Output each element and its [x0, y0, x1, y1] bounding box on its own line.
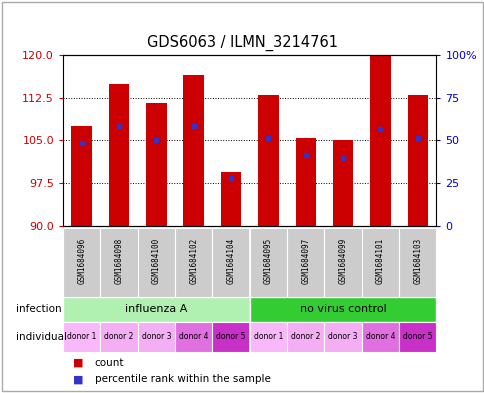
Text: GSM1684101: GSM1684101: [375, 238, 384, 284]
Bar: [100, 322, 137, 352]
Bar: [361, 228, 398, 297]
Text: donor 1: donor 1: [67, 332, 96, 342]
Text: GSM1684103: GSM1684103: [412, 238, 422, 284]
Bar: [220, 172, 241, 226]
Text: donor 4: donor 4: [365, 332, 394, 342]
Bar: [63, 228, 100, 297]
Bar: [71, 126, 92, 226]
Bar: [100, 228, 137, 297]
Bar: [249, 297, 436, 322]
Bar: [175, 228, 212, 297]
Text: infection: infection: [15, 305, 61, 314]
Bar: [361, 322, 398, 352]
Text: donor 5: donor 5: [402, 332, 432, 342]
Text: percentile rank within the sample: percentile rank within the sample: [94, 374, 270, 384]
Text: donor 2: donor 2: [290, 332, 320, 342]
Text: GSM1684097: GSM1684097: [301, 238, 310, 284]
Bar: [63, 297, 249, 322]
Bar: [287, 228, 324, 297]
Text: donor 4: donor 4: [179, 332, 208, 342]
Text: GSM1684096: GSM1684096: [77, 238, 86, 284]
Text: donor 3: donor 3: [328, 332, 357, 342]
Text: GSM1684104: GSM1684104: [226, 238, 235, 284]
Bar: [146, 103, 166, 226]
Bar: [407, 95, 427, 226]
Bar: [108, 84, 129, 226]
Bar: [175, 322, 212, 352]
Text: donor 2: donor 2: [104, 332, 134, 342]
Text: individual: individual: [15, 332, 67, 342]
Bar: [369, 55, 390, 226]
Bar: [324, 322, 361, 352]
Bar: [183, 75, 204, 226]
Bar: [212, 322, 249, 352]
Bar: [249, 322, 287, 352]
Text: GSM1684100: GSM1684100: [151, 238, 161, 284]
Bar: [249, 228, 287, 297]
Bar: [398, 228, 436, 297]
Bar: [212, 228, 249, 297]
Text: ■: ■: [73, 374, 83, 384]
Text: donor 3: donor 3: [141, 332, 171, 342]
Bar: [137, 322, 175, 352]
Bar: [257, 95, 278, 226]
Bar: [287, 322, 324, 352]
Text: count: count: [94, 358, 124, 367]
Text: ■: ■: [73, 358, 83, 367]
Text: GSM1684099: GSM1684099: [338, 238, 347, 284]
Text: GSM1684102: GSM1684102: [189, 238, 198, 284]
Bar: [295, 138, 316, 226]
Bar: [324, 228, 361, 297]
Bar: [137, 228, 175, 297]
Bar: [63, 322, 100, 352]
Text: GDS6063 / ILMN_3214761: GDS6063 / ILMN_3214761: [147, 35, 337, 51]
Bar: [332, 140, 353, 226]
Text: donor 5: donor 5: [216, 332, 245, 342]
Text: donor 1: donor 1: [253, 332, 283, 342]
Text: influenza A: influenza A: [125, 305, 187, 314]
Text: GSM1684095: GSM1684095: [263, 238, 272, 284]
Text: no virus control: no virus control: [299, 305, 386, 314]
Bar: [398, 322, 436, 352]
Text: GSM1684098: GSM1684098: [114, 238, 123, 284]
